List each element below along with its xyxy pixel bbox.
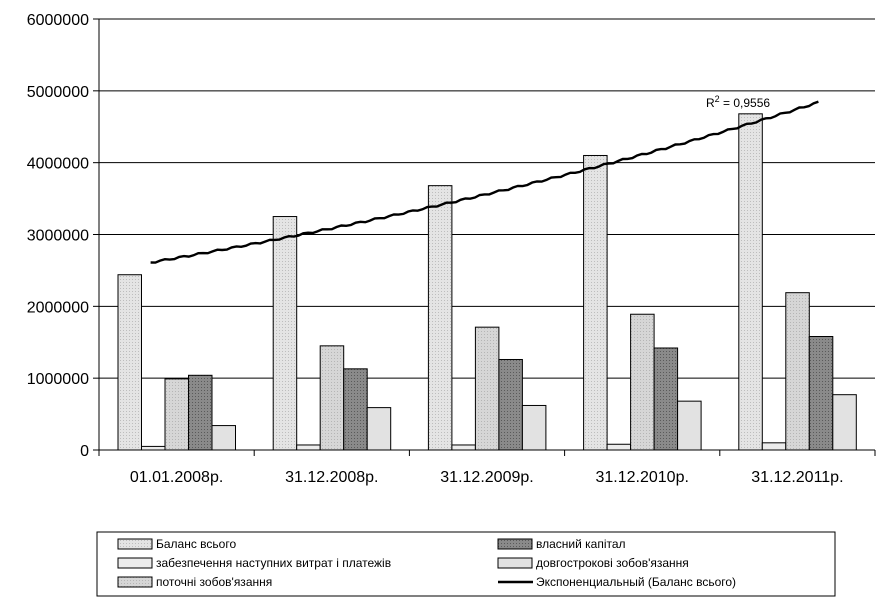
legend-label: Баланс всього <box>156 537 236 551</box>
trendline: R2 = 0,9556 <box>150 94 819 264</box>
y-tick-label: 1000000 <box>27 371 89 388</box>
r2-value: = 0,9556 <box>720 96 771 110</box>
bar <box>164 378 189 451</box>
y-tick-label: 3000000 <box>27 228 89 245</box>
r-squared-label: R2 = 0,9556 <box>706 94 770 110</box>
y-tick-label: 6000000 <box>27 12 89 29</box>
bar <box>474 326 500 451</box>
x-tick-label: 01.01.2008р. <box>130 469 223 486</box>
bar <box>583 154 608 451</box>
x-tick-label: 31.12.2009р. <box>440 469 533 486</box>
r2-exponent: 2 <box>715 94 720 104</box>
x-tick-label: 31.12.2011р. <box>751 469 843 486</box>
legend-swatch <box>497 557 533 569</box>
legend-swatch <box>117 538 153 550</box>
bar <box>272 216 298 451</box>
x-tick-label: 31.12.2008р. <box>285 469 378 486</box>
bar <box>498 358 523 451</box>
bar <box>677 400 702 451</box>
axes <box>98 19 875 451</box>
legend-swatch <box>497 538 533 550</box>
r2-letter: R <box>706 96 715 110</box>
trendline-path <box>150 100 819 264</box>
bars <box>117 113 857 451</box>
bar <box>761 442 787 451</box>
bar <box>606 443 632 451</box>
legend-label: забезпечення наступних витрат і платежів <box>156 556 391 570</box>
bar <box>832 394 857 451</box>
x-axis-ticks: 01.01.2008р. 31.12.2008р. 31.12.2009р. 31.1… <box>98 450 876 486</box>
legend-label: власний капітал <box>536 537 626 551</box>
bar <box>296 444 321 451</box>
bar <box>427 185 453 451</box>
bar <box>808 336 834 451</box>
bar <box>188 374 213 451</box>
bar <box>211 425 236 451</box>
legend-box <box>96 531 836 597</box>
legend-swatch <box>117 557 153 569</box>
y-tick-label: 5000000 <box>27 84 89 101</box>
legend-swatch <box>117 576 153 588</box>
y-tick-label: 4000000 <box>27 156 89 173</box>
legend-label: поточні зобов'язання <box>156 575 272 589</box>
bar <box>117 274 142 451</box>
bar <box>630 313 655 451</box>
y-tick-label: 2000000 <box>27 299 89 316</box>
bar <box>738 113 763 451</box>
y-tick-label: 0 <box>80 443 89 460</box>
bar <box>521 404 547 451</box>
legend-label: Экспоненциальный (Баланс всього) <box>536 575 736 589</box>
y-axis-ticks: 0 1000000 2000000 3000000 4000000 5000000 6000… <box>27 12 99 460</box>
bar <box>653 347 679 451</box>
bar <box>366 407 392 451</box>
bar <box>785 292 810 451</box>
bar <box>141 445 166 451</box>
bar <box>343 368 368 451</box>
legend: Баланс всього власний капітал забезпечення… <box>96 531 836 597</box>
x-tick-label: 31.12.2010р. <box>595 469 688 486</box>
legend-label: довгострокові зобов'язання <box>536 556 689 570</box>
bar <box>319 345 345 451</box>
bar <box>451 444 476 451</box>
